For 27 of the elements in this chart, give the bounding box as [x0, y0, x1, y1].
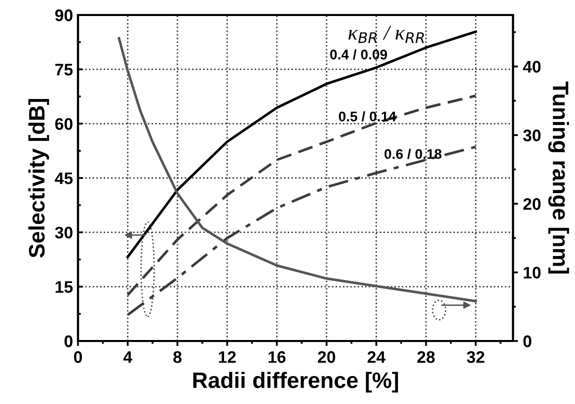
y2-axis-title: Tuning range [nm] [548, 82, 570, 274]
x-tick-label: 32 [466, 351, 484, 363]
annotation: 0.4 / 0.09 [330, 49, 388, 60]
x-axis-title: Radii difference [%] [193, 372, 398, 393]
y-tick-label: 45 [54, 172, 73, 184]
x-tick-label: 0 [74, 351, 82, 363]
y-tick-label: 75 [55, 64, 73, 76]
x-tick-label: 8 [173, 351, 182, 363]
x-tick-label: 12 [218, 351, 236, 363]
y2-tick-label: 40 [522, 60, 541, 73]
x-tick-label: 16 [268, 351, 286, 363]
y-tick-label: 30 [54, 226, 72, 239]
y-tick-label: 0 [64, 335, 72, 348]
y2-tick-label: 0 [523, 335, 532, 348]
y-axis-title: Selectivity [dB] [28, 98, 50, 258]
y2-tick-label: 30 [523, 130, 541, 142]
y2-tick-label: 20 [523, 198, 541, 210]
x-tick-label: 28 [417, 351, 435, 363]
annotation: 0.6 / 0.18 [384, 148, 442, 160]
x-tick-label: 20 [318, 351, 336, 363]
y-tick-label: 60 [55, 118, 72, 130]
y-tick-label: 15 [56, 281, 73, 293]
x-tick-label: 4 [123, 351, 132, 363]
y2-tick-label: 10 [524, 266, 541, 279]
annotation: κ$_{BR}$ / κ$_{RR}$ [348, 26, 424, 43]
x-tick-label: 24 [368, 351, 386, 363]
y-tick-label: 90 [55, 9, 72, 22]
